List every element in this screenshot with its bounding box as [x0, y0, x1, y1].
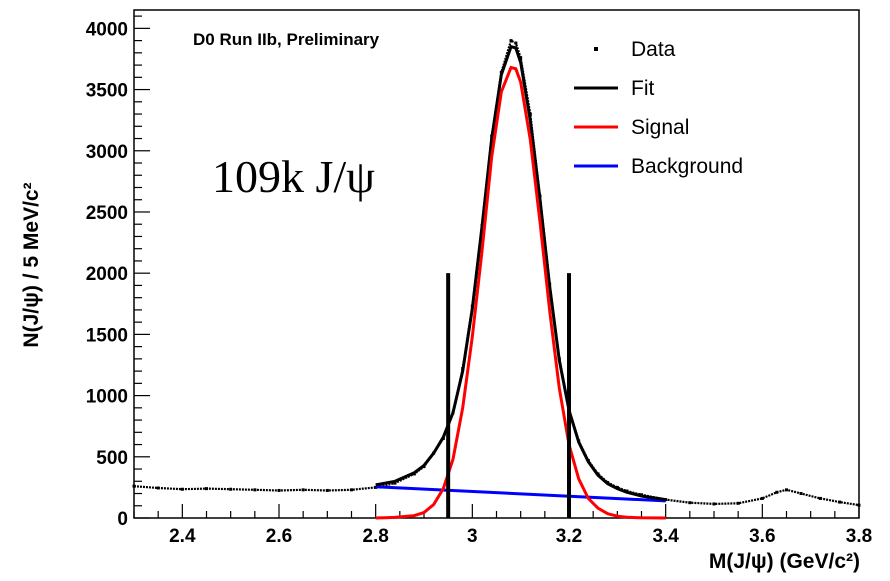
data-point: [374, 485, 378, 489]
data-point: [132, 484, 136, 488]
x-tick-label: 3.4: [652, 526, 679, 547]
data-trace: [133, 39, 860, 507]
data-point: [760, 496, 764, 500]
legend: Data Fit Signal Background: [574, 38, 743, 178]
legend-label: Data: [631, 38, 676, 61]
y-tick-label: 4000: [86, 19, 128, 40]
x-tick-label: 2.4: [169, 526, 196, 547]
legend-label: Background: [631, 155, 743, 178]
y-tick-label: 0: [117, 509, 128, 530]
x-tick-label: 3.6: [749, 526, 775, 547]
data-point: [253, 488, 257, 492]
data-point: [301, 488, 305, 492]
plot-frame: [133, 9, 860, 519]
legend-entry-data: Data: [594, 38, 676, 61]
y-tick-label: 2000: [86, 264, 128, 285]
data-point: [799, 492, 803, 496]
data-point: [838, 500, 842, 504]
data-point: [205, 487, 208, 491]
series-background-line: [375, 485, 666, 503]
data-point: [514, 41, 518, 45]
legend-entry-background: Background: [574, 155, 743, 178]
y-tick-label: 500: [96, 448, 128, 469]
legend-entry-signal: Signal: [574, 116, 689, 139]
y-tick-label: 3500: [86, 81, 128, 102]
y-axis-title: N(J/ψ) / 5 MeV/c²: [20, 182, 43, 347]
data-point: [857, 503, 861, 507]
x-axis: 2.4 2.6 2.8 3 3.2 3.4 3.6 3.8: [133, 504, 872, 547]
data-point: [736, 501, 740, 505]
x-tick-label: 2.8: [362, 526, 388, 547]
series-layer: [132, 39, 861, 520]
data-point: [688, 501, 692, 505]
data-point: [350, 488, 353, 492]
plot-title: D0 Run IIb, Preliminary: [193, 30, 380, 49]
legend-label: Fit: [631, 77, 654, 100]
y-tick-label: 1000: [86, 387, 128, 408]
data-point: [818, 496, 822, 500]
data-point: [156, 486, 160, 490]
legend-marker: [594, 47, 598, 51]
x-tick-label: 3.2: [556, 526, 582, 547]
data-point: [785, 488, 788, 492]
y-tick-label: 3000: [86, 142, 128, 163]
data-point: [229, 487, 233, 491]
y-axis: 0 500 1000 1500 2000 2500 3000 3500 4000: [86, 15, 150, 530]
mass-window-layer: [446, 273, 571, 518]
y-tick-label: 2500: [86, 203, 128, 224]
data-point: [712, 502, 716, 506]
annotation-yield: 109k J/ψ: [212, 151, 375, 202]
data-point: [775, 490, 779, 494]
series-fit-line: [375, 44, 666, 502]
x-tick-label: 3: [467, 526, 478, 547]
legend-label: Signal: [631, 116, 689, 139]
x-tick-label: 3.8: [846, 526, 872, 547]
data-point: [393, 481, 397, 485]
data-point: [519, 56, 523, 60]
series-signal-line: [375, 65, 666, 520]
legend-entry-fit: Fit: [574, 77, 654, 100]
data-point: [277, 488, 281, 492]
data-point: [180, 487, 184, 491]
data-point: [509, 39, 513, 43]
x-tick-label: 2.6: [266, 526, 292, 547]
y-tick-label: 1500: [86, 325, 128, 346]
data-point: [325, 488, 329, 492]
x-axis-title: M(J/ψ) (GeV/c²): [709, 550, 860, 573]
